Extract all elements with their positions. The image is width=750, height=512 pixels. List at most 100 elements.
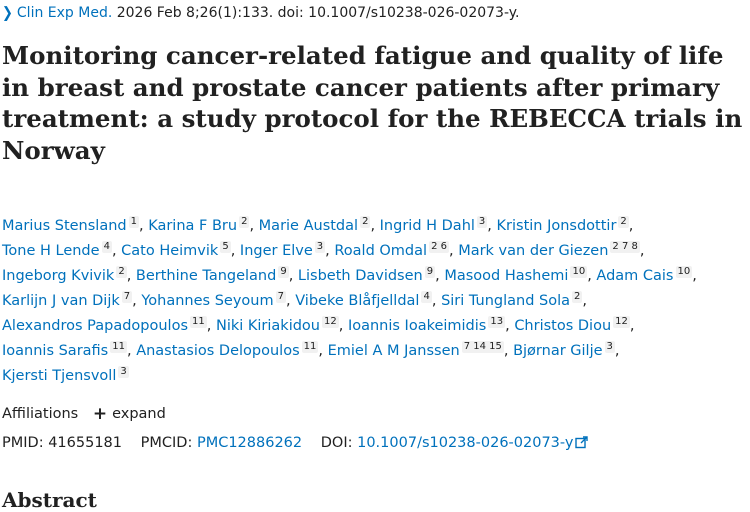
- affiliation-ref[interactable]: 2: [116, 266, 127, 278]
- affiliation-ref[interactable]: 4: [101, 241, 112, 253]
- author-item: Karlijn J van Dijk 7: [2, 291, 133, 309]
- author-name-link[interactable]: Inger Elve: [239, 243, 313, 259]
- affiliation-ref[interactable]: 3: [476, 216, 488, 228]
- author-name-link[interactable]: Christos Diou: [514, 318, 612, 334]
- author-name-link[interactable]: Ioannis Sarafis: [2, 343, 109, 359]
- author-name-link[interactable]: Niki Kiriakidou: [215, 318, 320, 334]
- author-separator: ,: [692, 268, 697, 284]
- citation-details: 2026 Feb 8;26(1):133. doi: 10.1007/s1023…: [112, 5, 520, 21]
- author-line: Tone H Lende 4, Cato Heimvik 5, Inger Elve…: [2, 241, 645, 259]
- affiliation-ref[interactable]: 4: [421, 291, 432, 303]
- author-name-link[interactable]: Emiel A M Janssen: [327, 343, 460, 359]
- affiliation-ref[interactable]: 12: [321, 316, 339, 328]
- title-line: in breast and prostate cancer patients a…: [2, 72, 720, 102]
- author-item: Marie Austdal 2: [258, 216, 371, 234]
- affiliation-ref[interactable]: 3: [118, 366, 129, 378]
- affiliation-ref[interactable]: 1: [128, 216, 139, 228]
- external-link-icon: [575, 436, 589, 449]
- author-line: Marius Stensland 1, Karina F Bru 2, Marie …: [2, 216, 634, 234]
- pmid-value: 41655181: [48, 435, 123, 451]
- affiliation-ref[interactable]: 2: [618, 216, 629, 228]
- affiliation-ref[interactable]: 11: [110, 341, 127, 353]
- author-item: Siri Tungland Sola 2: [441, 291, 583, 309]
- author-item: Mark van der Giezen 2 7 8: [458, 241, 640, 259]
- affiliation-ref[interactable]: 11: [190, 316, 207, 328]
- affiliation-ref[interactable]: 10: [675, 266, 693, 278]
- affiliation-ref[interactable]: 2: [239, 216, 250, 228]
- author-item: Alexandros Papadopoulos 11: [2, 316, 207, 334]
- author-line: Karlijn J van Dijk 7, Yohannes Seyoum 7, V…: [2, 291, 588, 309]
- author-name-link[interactable]: Adam Cais: [596, 268, 674, 284]
- author-item: Ioannis Ioakeimidis 13: [347, 316, 506, 334]
- author-name-link[interactable]: Alexandros Papadopoulos: [2, 318, 189, 334]
- affiliation-ref[interactable]: 2: [572, 291, 583, 303]
- author-item: Yohannes Seyoum 7: [141, 291, 286, 309]
- author-line: Ingeborg Kvivik 2, Berthine Tangeland 9, L…: [2, 266, 697, 284]
- author-name-link[interactable]: Bjørnar Gilje: [513, 343, 603, 359]
- affiliation-ref[interactable]: 3: [604, 341, 615, 353]
- author-name-link[interactable]: Ingrid H Dahl: [379, 218, 475, 234]
- affiliation-ref[interactable]: 13: [488, 316, 506, 328]
- author-name-link[interactable]: Ioannis Ioakeimidis: [347, 318, 487, 334]
- affiliation-ref[interactable]: 3: [314, 241, 326, 253]
- author-item: Roald Omdal 2 6: [334, 241, 449, 259]
- author-name-link[interactable]: Kristin Jonsdottir: [496, 218, 617, 234]
- affiliation-ref[interactable]: 12: [613, 316, 630, 328]
- author-item: Adam Cais 10: [596, 266, 693, 284]
- author-name-link[interactable]: Mark van der Giezen: [458, 243, 609, 259]
- affiliation-ref[interactable]: 11: [301, 341, 319, 353]
- chevron-right-icon[interactable]: ❯: [2, 4, 13, 23]
- affiliation-ref[interactable]: 10: [570, 266, 588, 278]
- author-item: Vibeke Blåfjelldal 4: [295, 291, 432, 309]
- author-name-link[interactable]: Ingeborg Kvivik: [2, 268, 115, 284]
- author-name-link[interactable]: Cato Heimvik: [121, 243, 219, 259]
- pmcid-label: PMCID:: [140, 435, 193, 451]
- journal-link[interactable]: Clin Exp Med.: [16, 5, 113, 21]
- expand-label: expand: [112, 406, 166, 422]
- author-item: Ingrid H Dahl 3: [379, 216, 488, 234]
- pmcid-link[interactable]: PMC12886262: [196, 435, 303, 451]
- affiliation-ref[interactable]: 7: [121, 291, 133, 303]
- author-name-link[interactable]: Anastasios Delopoulos: [136, 343, 300, 359]
- author-item: Masood Hashemi 10: [444, 266, 588, 284]
- title-line: Monitoring cancer-related fatigue and qu…: [2, 41, 724, 70]
- doi-label: DOI:: [320, 435, 353, 451]
- author-name-link[interactable]: Karlijn J van Dijk: [2, 293, 120, 309]
- affiliations-expand-button[interactable]: + expand: [92, 404, 166, 424]
- author-name-link[interactable]: Marius Stensland: [2, 218, 127, 234]
- affiliation-ref[interactable]: 2 6: [429, 241, 449, 253]
- author-name-link[interactable]: Marie Austdal: [258, 218, 359, 234]
- affiliation-ref[interactable]: 5: [220, 241, 231, 253]
- author-name-link[interactable]: Vibeke Blåfjelldal: [295, 293, 420, 309]
- author-name-link[interactable]: Tone H Lende: [2, 243, 100, 259]
- author-item: Karina F Bru 2: [148, 216, 250, 234]
- author-item: Bjørnar Gilje 3: [513, 341, 615, 359]
- author-name-link[interactable]: Roald Omdal: [334, 243, 428, 259]
- author-separator: ,: [639, 243, 645, 259]
- affiliation-ref[interactable]: 9: [424, 266, 436, 278]
- plus-icon: +: [92, 404, 108, 424]
- doi-link[interactable]: 10.1007/s10238-026-02073-y: [357, 435, 589, 451]
- author-separator: ,: [614, 343, 620, 359]
- author-separator: ,: [582, 293, 588, 309]
- author-name-link[interactable]: Yohannes Seyoum: [141, 293, 274, 309]
- author-name-link[interactable]: Berthine Tangeland: [135, 268, 277, 284]
- affiliation-ref[interactable]: 7: [275, 291, 286, 303]
- affiliation-ref[interactable]: 9: [278, 266, 289, 278]
- author-item: Kristin Jonsdottir 2: [496, 216, 629, 234]
- author-item: Niki Kiriakidou 12: [215, 316, 339, 334]
- author-name-link[interactable]: Kjersti Tjensvoll: [2, 368, 117, 384]
- affiliation-ref[interactable]: 2: [360, 216, 371, 228]
- affiliation-ref[interactable]: 2 7 8: [610, 241, 640, 253]
- author-name-link[interactable]: Lisbeth Davidsen: [297, 268, 423, 284]
- affiliation-ref[interactable]: 7 14 15: [461, 341, 504, 353]
- author-name-link[interactable]: Karina F Bru: [148, 218, 238, 234]
- author-item: Berthine Tangeland 9: [135, 266, 289, 284]
- article-title: Monitoring cancer-related fatigue and qu…: [2, 40, 750, 166]
- authors-list: Marius Stensland 1, Karina F Bru 2, Marie …: [2, 214, 697, 389]
- author-item: Christos Diou 12: [514, 316, 630, 334]
- author-name-link[interactable]: Siri Tungland Sola: [441, 293, 571, 309]
- pmid-label: PMID:: [2, 435, 44, 451]
- author-name-link[interactable]: Masood Hashemi: [444, 268, 569, 284]
- author-item: Lisbeth Davidsen 9: [297, 266, 436, 284]
